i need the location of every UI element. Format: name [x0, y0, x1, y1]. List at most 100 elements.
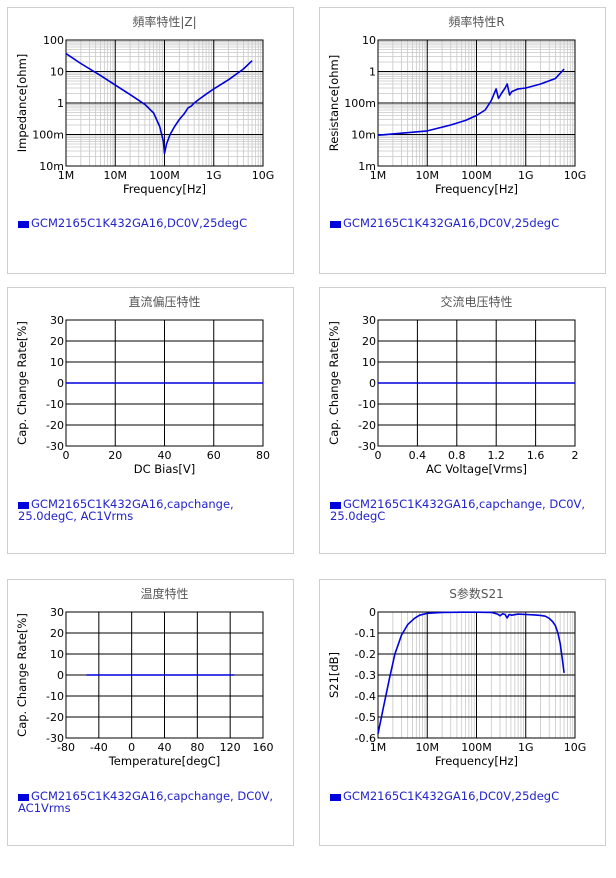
x-tick-label: 1M — [370, 169, 387, 182]
legend-swatch — [18, 794, 29, 801]
y-tick-label: 0 — [57, 669, 64, 682]
x-tick-label: 1M — [58, 169, 75, 182]
y-tick-label: 20 — [50, 335, 64, 348]
y-tick-label: -30 — [46, 732, 64, 745]
y-tick-label: -30 — [46, 440, 64, 453]
s21-legend: GCM2165C1K432GA16,DC0V,25degC — [330, 790, 600, 802]
plot-frame — [65, 611, 264, 739]
x-tick-label: 1G — [518, 741, 534, 754]
x-axis-label: AC Voltage[Vrms] — [426, 462, 527, 476]
legend-swatch — [18, 221, 29, 228]
resistance-legend: GCM2165C1K432GA16,DC0V,25degC — [330, 217, 600, 229]
y-tick-label: -10 — [46, 690, 64, 703]
x-tick-label: 40 — [158, 449, 172, 462]
x-tick-label: 0.8 — [448, 449, 466, 462]
y-axis-label: Impedance[ohm] — [15, 54, 29, 153]
y-tick-label: 0 — [369, 377, 376, 390]
x-tick-label: 40 — [158, 741, 172, 754]
y-tick-label: -0.5 — [355, 711, 376, 724]
resistance-legend-label: GCM2165C1K432GA16,DC0V,25degC — [343, 216, 560, 230]
y-tick-label: -20 — [358, 419, 376, 432]
y-tick-label: 100m — [344, 97, 376, 110]
y-tick-label: -20 — [46, 419, 64, 432]
x-tick-label: 10M — [416, 169, 440, 182]
s21-legend-label: GCM2165C1K432GA16,DC0V,25degC — [343, 789, 560, 803]
x-tick-label: 2 — [572, 449, 579, 462]
x-axis-label: DC Bias[V] — [134, 462, 196, 476]
legend-swatch — [330, 221, 341, 228]
y-tick-label: 100 — [43, 34, 64, 47]
series-line — [65, 52, 253, 155]
y-tick-label: -10 — [46, 398, 64, 411]
impedance-legend-label: GCM2165C1K432GA16,DC0V,25degC — [31, 216, 248, 230]
x-tick-label: 0 — [375, 449, 382, 462]
plot-frame — [65, 39, 264, 167]
x-tick-label: 100M — [461, 741, 492, 754]
x-tick-label: 0.4 — [409, 449, 427, 462]
plot-frame — [377, 39, 576, 167]
x-tick-label: 20 — [108, 449, 122, 462]
y-tick-label: 10m — [351, 129, 376, 142]
panel-temperature: -80 -40 0 40 80 120 160 -30 -20 -10 0 10 20 30 温度特性 Tem… — [7, 579, 294, 846]
temperature-legend: GCM2165C1K432GA16,capchange, DC0V, AC1Vr… — [18, 790, 288, 814]
legend-swatch — [330, 502, 341, 509]
dcbias-chart: 0 20 40 60 80 -30 -20 -10 0 10 20 30 直流偏压特性 DC Bias[V… — [15, 294, 270, 476]
x-tick-label: 1G — [206, 169, 222, 182]
y-tick-label: 10 — [362, 34, 376, 47]
y-tick-label: 100m — [32, 129, 64, 142]
y-axis-label: Cap. Change Rate[%] — [15, 613, 29, 737]
x-tick-label: 10M — [104, 169, 128, 182]
dcbias-legend-label: GCM2165C1K432GA16,capchange, 25.0degC, A… — [18, 497, 234, 523]
temperature-chart: -80 -40 0 40 80 120 160 -30 -20 -10 0 10 20 30 温度特性 Tem… — [15, 586, 274, 768]
x-tick-label: 10G — [564, 741, 587, 754]
y-tick-label: -0.3 — [355, 669, 376, 682]
y-tick-label: 30 — [50, 606, 64, 619]
x-tick-label: 80 — [256, 449, 270, 462]
impedance-chart: 1M 10M 100M 1G 10G 10m 100m 1 10 100 頻率特性|Z| Freque… — [15, 14, 275, 196]
x-tick-label: -40 — [90, 741, 108, 754]
y-tick-label: 1 — [369, 66, 376, 79]
y-tick-label: -0.1 — [355, 627, 376, 640]
chart-title: 交流电压特性 — [440, 294, 512, 309]
y-tick-label: 0 — [369, 606, 376, 619]
acvoltage-chart: 0 0.4 0.8 1.2 1.6 2 -30 -20 -10 0 10 20 30 交流电压特性 AC V… — [327, 294, 579, 476]
x-axis-label: Frequency[Hz] — [123, 182, 206, 196]
temperature-legend-label: GCM2165C1K432GA16,capchange, DC0V, AC1Vr… — [18, 789, 274, 815]
x-tick-label: 100M — [461, 169, 492, 182]
x-tick-label: 1.6 — [527, 449, 545, 462]
x-tick-label: 10M — [416, 741, 440, 754]
x-tick-label: 120 — [220, 741, 241, 754]
y-tick-label: 10m — [39, 160, 64, 173]
dcbias-legend: GCM2165C1K432GA16,capchange, 25.0degC, A… — [18, 498, 288, 522]
resistance-chart: 1M 10M 100M 1G 10G 1m 10m 100m 1 10 頻率特性R Frequency… — [327, 14, 587, 196]
panel-impedance: 1M 10M 100M 1G 10G 10m 100m 1 10 100 頻率特性|Z| Freque… — [7, 7, 294, 274]
y-tick-label: 10 — [50, 648, 64, 661]
y-axis-label: Cap. Change Rate[%] — [327, 321, 341, 445]
y-tick-label: -0.2 — [355, 648, 376, 661]
y-tick-label: 10 — [362, 356, 376, 369]
legend-swatch — [18, 502, 29, 509]
y-tick-label: 1m — [358, 160, 376, 173]
x-axis-label: Temperature[degC] — [108, 754, 221, 768]
chart-title: 直流偏压特性 — [128, 294, 200, 309]
y-axis-label: Cap. Change Rate[%] — [15, 321, 29, 445]
x-tick-label: 1G — [518, 169, 534, 182]
series-line — [377, 68, 565, 136]
x-tick-label: 1.2 — [487, 449, 505, 462]
y-tick-label: -20 — [46, 711, 64, 724]
chart-title: 頻率特性R — [448, 14, 504, 29]
chart-title: 温度特性 — [140, 586, 188, 601]
x-tick-label: 10G — [564, 169, 587, 182]
x-axis-label: Frequency[Hz] — [435, 182, 518, 196]
y-axis-label: S21[dB] — [327, 652, 341, 698]
acvoltage-legend-label: GCM2165C1K432GA16,capchange, DC0V, 25.0d… — [330, 497, 586, 523]
y-tick-label: 20 — [362, 335, 376, 348]
y-tick-label: 10 — [50, 66, 64, 79]
x-tick-label: 160 — [253, 741, 274, 754]
x-tick-label: 10G — [252, 169, 275, 182]
y-tick-label: 20 — [50, 627, 64, 640]
x-tick-label: 100M — [149, 169, 180, 182]
series-line — [377, 611, 565, 734]
y-tick-label: -0.4 — [355, 690, 376, 703]
s21-chart: 1M 10M 100M 1G 10G -0.6 -0.5 -0.4 -0.3 -0.2 -0.1 0 S… — [327, 586, 587, 768]
